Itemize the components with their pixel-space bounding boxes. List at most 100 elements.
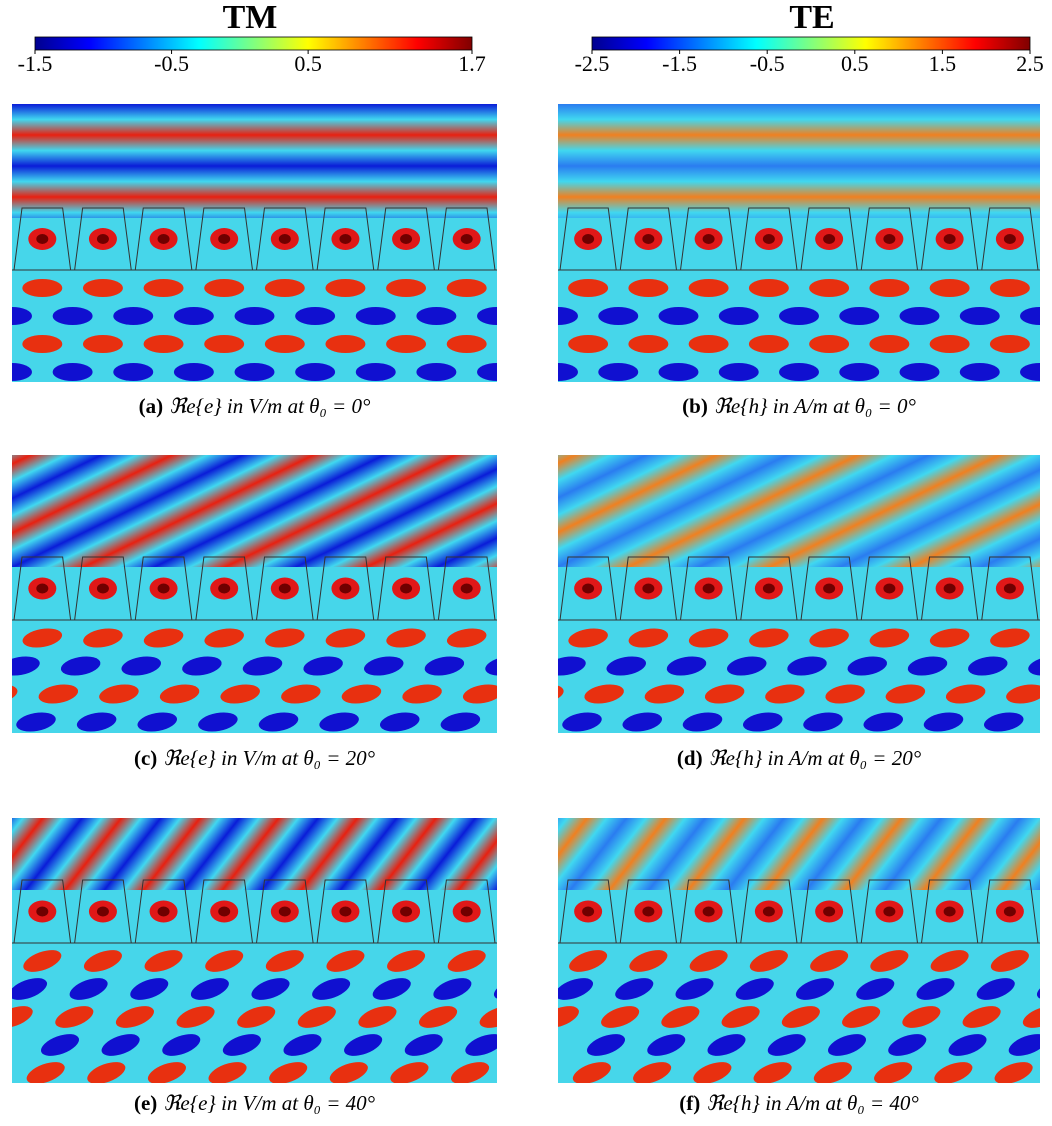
field-blob [355, 307, 396, 325]
field-blob [218, 906, 231, 917]
field-blob [847, 656, 888, 676]
colorbar [34, 36, 473, 51]
colorbar-tick-label: -1.5 [662, 51, 697, 76]
field-blob [465, 1034, 497, 1056]
field-blob [113, 363, 154, 381]
field-blob [742, 712, 783, 732]
caption-label: (f) [679, 1091, 700, 1115]
colorbar-tick-label: 1.5 [929, 51, 957, 76]
field-blob [748, 279, 789, 297]
field-blob [628, 335, 669, 353]
field-blob [500, 710, 543, 735]
field-blob [823, 906, 836, 917]
field-blob [222, 1034, 261, 1056]
field-blob [506, 946, 550, 977]
field-blob [55, 1006, 94, 1028]
field-blob [22, 628, 63, 648]
field-blob [726, 656, 767, 676]
incident-field [558, 818, 1040, 890]
field-blob [558, 656, 586, 676]
field-blob [477, 307, 497, 325]
field-plot [508, 104, 1040, 382]
field-blob [959, 307, 1000, 325]
field-blob [823, 234, 836, 244]
field-blob [251, 978, 290, 1000]
field-blob [176, 1006, 215, 1028]
field-blob [902, 1006, 941, 1028]
field-blob [762, 583, 775, 594]
field-blob [994, 1062, 1033, 1083]
field-blob [1022, 1006, 1040, 1028]
field-blob [493, 978, 497, 1000]
field-blob [753, 1062, 792, 1083]
field-blob [507, 626, 550, 651]
field-blob [446, 335, 487, 353]
field-blob [558, 363, 578, 381]
field-blob [508, 335, 548, 353]
field-blob [642, 906, 655, 917]
field-blob [12, 978, 48, 1000]
field-blob [159, 684, 200, 704]
field-blob [839, 307, 880, 325]
field-blob [661, 1006, 700, 1028]
field-blob [326, 950, 365, 972]
field-blob [779, 363, 819, 381]
field-blob [1028, 656, 1040, 676]
field-blob [842, 1006, 881, 1028]
field-blob [157, 583, 170, 594]
field-blob [633, 1062, 672, 1083]
colorbar-tick-label: 1.7 [458, 51, 486, 76]
field-blob [278, 583, 291, 594]
field-blob [615, 978, 654, 1000]
field-blob [451, 1062, 490, 1083]
field-blob [204, 628, 244, 648]
field-blob [628, 628, 669, 648]
field-blob [1043, 710, 1052, 735]
field-blob [584, 684, 624, 704]
field-blob [416, 307, 457, 325]
field-blob [803, 712, 843, 732]
field-blob [0, 335, 2, 353]
field-blob [506, 626, 549, 651]
field-blob [809, 279, 850, 297]
field-blob [809, 335, 850, 353]
field-blob [718, 363, 759, 381]
field-blob [387, 950, 426, 972]
field-blob [339, 583, 352, 594]
field-blob [869, 628, 910, 648]
field-blob [983, 712, 1024, 732]
field-blob [0, 279, 2, 297]
field-blob [462, 684, 497, 704]
field-blob [446, 628, 487, 648]
field-blob [76, 712, 117, 732]
field-blob [173, 307, 214, 325]
field-blob [885, 684, 926, 704]
field-plot [507, 455, 1052, 735]
field-blob [234, 363, 275, 381]
colorbar-tick-label: -0.5 [750, 51, 785, 76]
field-blob [558, 978, 594, 1000]
colorbar-tick-label: 2.5 [1016, 51, 1044, 76]
field-blob [702, 583, 715, 594]
field-blob [358, 1006, 397, 1028]
field-blob [1020, 307, 1040, 325]
field-blob [507, 279, 547, 297]
field-blob [869, 279, 910, 297]
field-blob [325, 335, 366, 353]
caption: (c) ℜe{e} in V/m at θ₀ = 20° [134, 746, 376, 770]
field-blob [52, 307, 93, 325]
field-blob [83, 950, 122, 972]
field-blob [329, 1062, 368, 1083]
field-blob [137, 712, 178, 732]
field-blob [460, 906, 473, 917]
field-blob [379, 712, 420, 732]
field-blob [157, 234, 170, 244]
field-blob [642, 234, 655, 244]
field-plot [0, 104, 547, 382]
field-blob [702, 906, 715, 917]
field-blob [989, 335, 1030, 353]
field-blob [647, 1034, 686, 1056]
caption-text: ℜe{e} in V/m at θ₀ = 40° [163, 1091, 375, 1115]
field-blob [929, 628, 970, 648]
